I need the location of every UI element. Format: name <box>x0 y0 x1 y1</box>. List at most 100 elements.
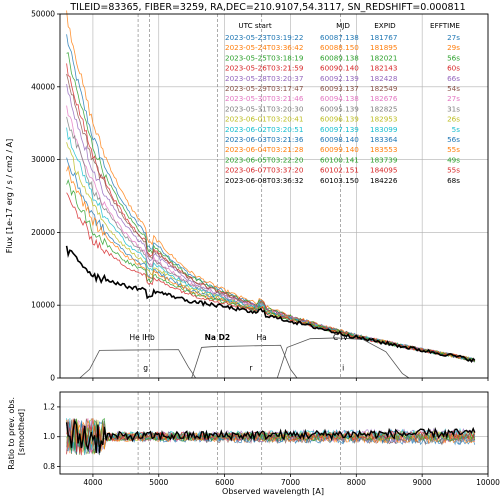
table-cell: 5s <box>452 125 461 134</box>
table-cell: 2023-05-28T03:20:37 <box>225 74 303 83</box>
x-tick-label: 8000 <box>347 478 366 487</box>
flux-axis-label: Flux [1e-17 erg / s / cm2 / A] <box>5 139 14 253</box>
table-cell: 182549 <box>370 84 398 93</box>
filter-curve <box>79 349 196 379</box>
table-cell: 2023-05-30T03:21:46 <box>225 94 304 103</box>
ratio-axis-label: Ratio to prev. obs. [smoothed] <box>7 394 26 469</box>
ratio-panel: 4000 5000 6000 7000 8000 9000 10000 0.8 1.0 1.2 <box>43 391 500 487</box>
table-cell: 2023-06-08T03:36:32 <box>225 176 303 185</box>
y-tick-label: 20000 <box>31 228 55 237</box>
table-cell: 60096.139 <box>320 115 359 124</box>
table-cell: 2023-05-25T03:18:19 <box>225 53 304 62</box>
table-cell: 66s <box>447 74 460 83</box>
table-cell: 29s <box>447 43 460 52</box>
filter-curve <box>276 337 410 379</box>
x-tick-label: 6000 <box>215 478 234 487</box>
y-tick-label: 50000 <box>31 10 55 19</box>
table-cell: 182676 <box>370 94 398 103</box>
filter-label: g <box>143 364 148 373</box>
table-cell: 2023-05-29T03:17:47 <box>225 84 303 93</box>
x-tick-label: 5000 <box>149 478 168 487</box>
filter-label: r <box>249 364 253 373</box>
y-tick-label: 0.8 <box>43 462 55 471</box>
table-cell: 183099 <box>370 125 398 134</box>
y-tick-label: 40000 <box>31 82 55 91</box>
table-cell: 2023-06-03T03:21:36 <box>225 135 304 144</box>
table-cell: 2023-06-04T03:21:28 <box>225 145 304 154</box>
table-cell: 60093.137 <box>320 84 359 93</box>
table-cell: 182021 <box>370 53 397 62</box>
table-cell: 2023-06-05T03:22:20 <box>225 155 304 164</box>
table-cell: 183739 <box>370 155 398 164</box>
table-cell: 2023-06-01T03:20:41 <box>225 115 303 124</box>
emission-line-label: Ha <box>257 333 267 342</box>
table-cell: 182953 <box>370 115 397 124</box>
table-header: MJD <box>336 21 350 30</box>
ratio-series-line <box>65 418 476 454</box>
table-cell: 60094.138 <box>320 94 359 103</box>
table-cell: 60090.140 <box>320 64 359 73</box>
filter-label: i <box>342 364 344 373</box>
table-cell: 182143 <box>370 64 397 73</box>
table-cell: 60s <box>447 64 460 73</box>
table-cell: 60103.150 <box>320 176 359 185</box>
table-header: EXPID <box>374 21 396 30</box>
table-cell: 2023-06-02T03:20:51 <box>225 125 303 134</box>
table-cell: 60092.139 <box>320 74 359 83</box>
emission-line-label: He II <box>130 333 147 342</box>
table-cell: 181767 <box>370 33 397 42</box>
table-cell: 60100.141 <box>320 155 359 164</box>
x-tick-label: 4000 <box>83 478 102 487</box>
table-cell: 2023-05-23T03:19:22 <box>225 33 303 42</box>
table-cell: 2023-05-24T03:36:42 <box>225 43 303 52</box>
exposure-table: UTC start MJD EXPID EFFTIME 2023-05-23T03:19… <box>225 21 460 185</box>
filter-curve <box>191 344 298 379</box>
table-cell: 182825 <box>370 104 397 113</box>
table-cell: 60095.139 <box>320 104 359 113</box>
table-cell: 60089.138 <box>320 53 359 62</box>
table-cell: 60098.140 <box>320 135 359 144</box>
flux-series-line <box>65 245 476 364</box>
table-cell: 183364 <box>370 135 398 144</box>
chart-title: TILEID=83365, FIBER=3259, RA,DEC=210.910… <box>69 2 465 13</box>
table-cell: 55s <box>447 166 460 175</box>
table-cell: 184226 <box>370 176 398 185</box>
table-cell: 184095 <box>370 166 397 175</box>
ratio-axis-label-line2: [smoothed] <box>17 409 26 455</box>
table-cell: 31s <box>447 104 460 113</box>
table-cell: 181895 <box>370 43 397 52</box>
y-tick-label: 1.0 <box>43 432 55 441</box>
flux-frame <box>59 13 489 379</box>
ratio-axis-label-line1: Ratio to prev. obs. <box>7 397 16 470</box>
table-cell: 60099.140 <box>320 145 359 154</box>
table-cell: 56s <box>447 53 460 62</box>
emission-line-label: C IV <box>333 333 349 342</box>
emission-line-label: Hb <box>144 333 155 342</box>
table-cell: 56s <box>447 135 460 144</box>
x-tick-label: 10000 <box>476 478 500 487</box>
y-tick-label: 10000 <box>31 301 55 310</box>
table-cell: 26s <box>447 115 460 124</box>
table-cell: 68s <box>447 176 460 185</box>
table-cell: 27s <box>447 33 460 42</box>
table-cell: 54s <box>447 84 460 93</box>
ratio-frame <box>59 391 489 475</box>
table-header: EFFTIME <box>430 21 460 30</box>
table-cell: 55s <box>447 145 460 154</box>
table-cell: 60102.151 <box>320 166 359 175</box>
table-cell: 60097.139 <box>320 125 359 134</box>
y-tick-label: 0 <box>50 374 55 383</box>
wavelength-axis-label: Observed wavelength [A] <box>222 487 324 496</box>
table-cell: 2023-05-31T03:20:30 <box>225 104 304 113</box>
table-cell: 2023-06-07T03:37:20 <box>225 166 304 175</box>
y-tick-label: 1.2 <box>43 402 55 411</box>
emission-line-label: Na D2 <box>205 333 230 342</box>
table-cell: 27s <box>447 94 460 103</box>
x-tick-label: 7000 <box>281 478 300 487</box>
table-cell: 182428 <box>370 74 398 83</box>
x-tick-label: 9000 <box>413 478 432 487</box>
table-cell: 60087.138 <box>320 33 359 42</box>
table-cell: 2023-05-26T03:21:59 <box>225 64 304 73</box>
